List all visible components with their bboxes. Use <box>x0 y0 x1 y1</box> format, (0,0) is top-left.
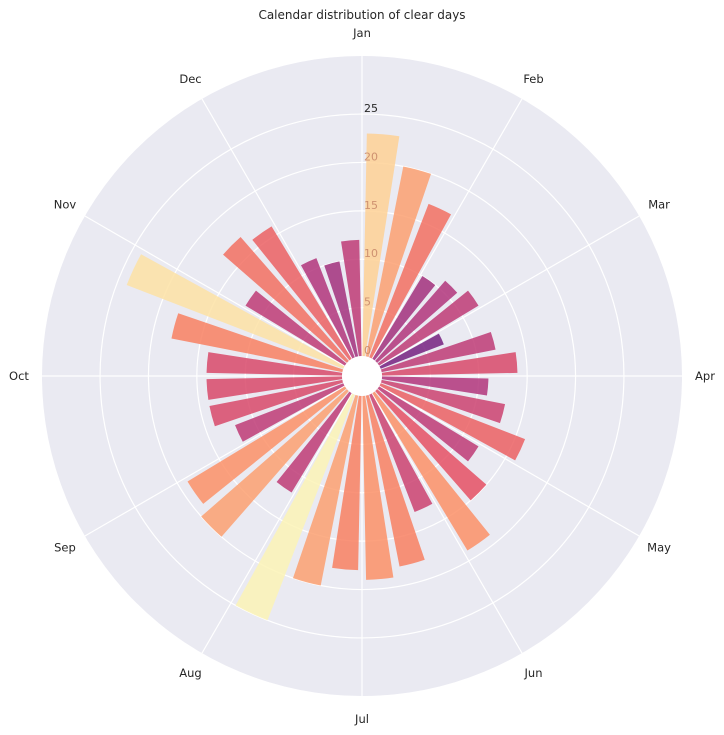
bar-jun-3 <box>362 395 394 580</box>
grid-spoke <box>84 215 345 367</box>
bar-oct-3 <box>126 254 345 369</box>
radial-tick-label: 25 <box>364 102 378 115</box>
month-labels: Jan Feb Mar Apr May Jun Jul Aug Sep Oct Nov Dec <box>9 26 715 726</box>
grid-spoke <box>84 385 345 537</box>
bar-series <box>126 133 526 621</box>
bar-jun-2 <box>365 394 425 567</box>
radial-tick-label: 10 <box>364 247 378 260</box>
bar-apr-1 <box>381 376 489 396</box>
bar-apr-2 <box>380 379 506 424</box>
bar-may-1 <box>377 386 479 462</box>
radial-tick-label: 15 <box>364 199 378 212</box>
month-label-oct: Oct <box>9 369 29 383</box>
bar-mar-2 <box>380 332 496 373</box>
bar-feb-3 <box>377 290 479 366</box>
month-label-dec: Dec <box>179 72 201 86</box>
month-label-jul: Jul <box>354 712 369 726</box>
bar-mar-1 <box>379 333 444 369</box>
month-label-sep: Sep <box>54 541 76 555</box>
bar-jul-2 <box>292 394 359 586</box>
radial-tick-label: 5 <box>364 296 371 309</box>
bar-aug-3 <box>187 386 347 504</box>
bar-aug-2 <box>201 389 349 537</box>
bar-nov-3 <box>252 226 352 361</box>
bar-dec-1 <box>300 258 355 359</box>
center-hole-circle <box>342 356 382 396</box>
month-label-mar: Mar <box>648 198 670 212</box>
bar-sep-1 <box>235 383 345 442</box>
center-hole <box>342 356 382 396</box>
bar-feb-1 <box>372 276 436 361</box>
bar-jan-1 <box>362 133 400 357</box>
month-label-may: May <box>647 541 671 555</box>
bar-dec-3 <box>341 239 362 357</box>
bar-may-3 <box>372 391 490 551</box>
radial-tick-label: 20 <box>364 150 378 163</box>
bar-may-2 <box>375 389 487 501</box>
grid-spoke <box>371 98 523 359</box>
bar-jan-2 <box>365 166 432 358</box>
month-label-nov: Nov <box>54 198 77 212</box>
grid-spoke <box>379 385 640 537</box>
month-label-jan: Jan <box>352 26 371 40</box>
bar-jul-3 <box>235 393 355 621</box>
grid-spoke <box>379 215 640 367</box>
bar-sep-3 <box>206 376 343 400</box>
bar-jan-3 <box>369 203 452 359</box>
bar-apr-3 <box>379 383 526 461</box>
bar-aug-1 <box>276 391 352 493</box>
month-label-aug: Aug <box>179 666 201 680</box>
grid-spoke <box>201 98 353 359</box>
chart-title: Calendar distribution of clear days <box>258 8 465 22</box>
polar-grid <box>42 56 682 696</box>
grid-spoke <box>201 393 353 654</box>
month-label-apr: Apr <box>695 369 715 383</box>
bar-oct-2 <box>171 313 344 373</box>
month-label-jun: Jun <box>524 666 543 680</box>
bar-jun-1 <box>369 393 433 512</box>
bar-nov-2 <box>223 237 349 363</box>
bar-mar-3 <box>381 352 518 376</box>
bar-dec-2 <box>324 261 359 358</box>
radial-tick-labels: 0 5 10 15 20 25 <box>364 102 378 357</box>
bar-nov-1 <box>245 290 347 366</box>
bar-sep-2 <box>209 379 344 427</box>
bar-oct-1 <box>206 352 343 376</box>
radial-tick-label: 0 <box>364 344 371 357</box>
grid-spoke <box>371 393 523 654</box>
month-label-feb: Feb <box>523 72 543 86</box>
bar-feb-2 <box>375 280 458 363</box>
bar-jul-1 <box>332 395 362 571</box>
